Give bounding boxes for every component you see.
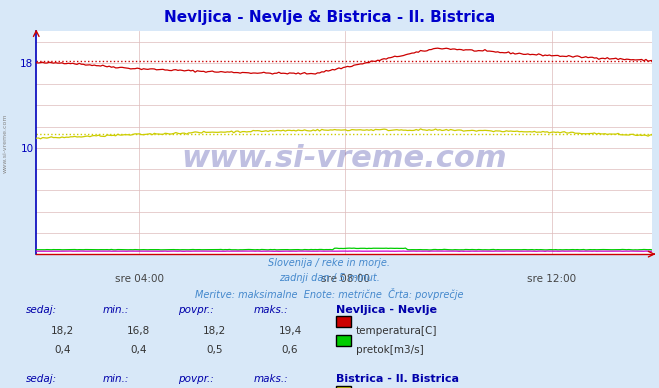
Text: 18,2: 18,2: [51, 326, 74, 336]
Text: sedaj:: sedaj:: [26, 305, 57, 315]
Text: sre 12:00: sre 12:00: [527, 274, 576, 284]
Text: 0,5: 0,5: [206, 345, 223, 355]
Text: Nevljica - Nevlje & Bistrica - Il. Bistrica: Nevljica - Nevlje & Bistrica - Il. Bistr…: [164, 10, 495, 25]
Text: min.:: min.:: [102, 305, 129, 315]
Text: min.:: min.:: [102, 374, 129, 385]
Text: Bistrica - Il. Bistrica: Bistrica - Il. Bistrica: [336, 374, 459, 385]
Text: sre 20:00: sre 20:00: [0, 387, 1, 388]
Text: www.si-vreme.com: www.si-vreme.com: [3, 114, 8, 173]
Text: maks.:: maks.:: [254, 305, 289, 315]
Text: 18,2: 18,2: [202, 326, 226, 336]
Text: čet 00:00: čet 00:00: [0, 387, 1, 388]
Text: maks.:: maks.:: [254, 374, 289, 385]
Text: Meritve: maksimalne  Enote: metrične  Črta: povprečje: Meritve: maksimalne Enote: metrične Črta…: [195, 288, 464, 300]
Text: povpr.:: povpr.:: [178, 305, 214, 315]
Text: zadnji dan / 5 minut.: zadnji dan / 5 minut.: [279, 273, 380, 283]
Text: 0,6: 0,6: [281, 345, 299, 355]
Text: 16,8: 16,8: [127, 326, 150, 336]
Text: 0,4: 0,4: [130, 345, 147, 355]
Text: pretok[m3/s]: pretok[m3/s]: [356, 345, 424, 355]
Text: povpr.:: povpr.:: [178, 374, 214, 385]
Text: 0,4: 0,4: [54, 345, 71, 355]
Text: sedaj:: sedaj:: [26, 374, 57, 385]
Text: temperatura[C]: temperatura[C]: [356, 326, 438, 336]
Text: 19,4: 19,4: [278, 326, 302, 336]
Text: sre 16:00: sre 16:00: [0, 387, 1, 388]
Text: Slovenija / reke in morje.: Slovenija / reke in morje.: [268, 258, 391, 268]
Text: sre 04:00: sre 04:00: [115, 274, 164, 284]
Text: www.si-vreme.com: www.si-vreme.com: [181, 144, 507, 173]
Text: sre 08:00: sre 08:00: [321, 274, 370, 284]
Text: Nevljica - Nevlje: Nevljica - Nevlje: [336, 305, 437, 315]
